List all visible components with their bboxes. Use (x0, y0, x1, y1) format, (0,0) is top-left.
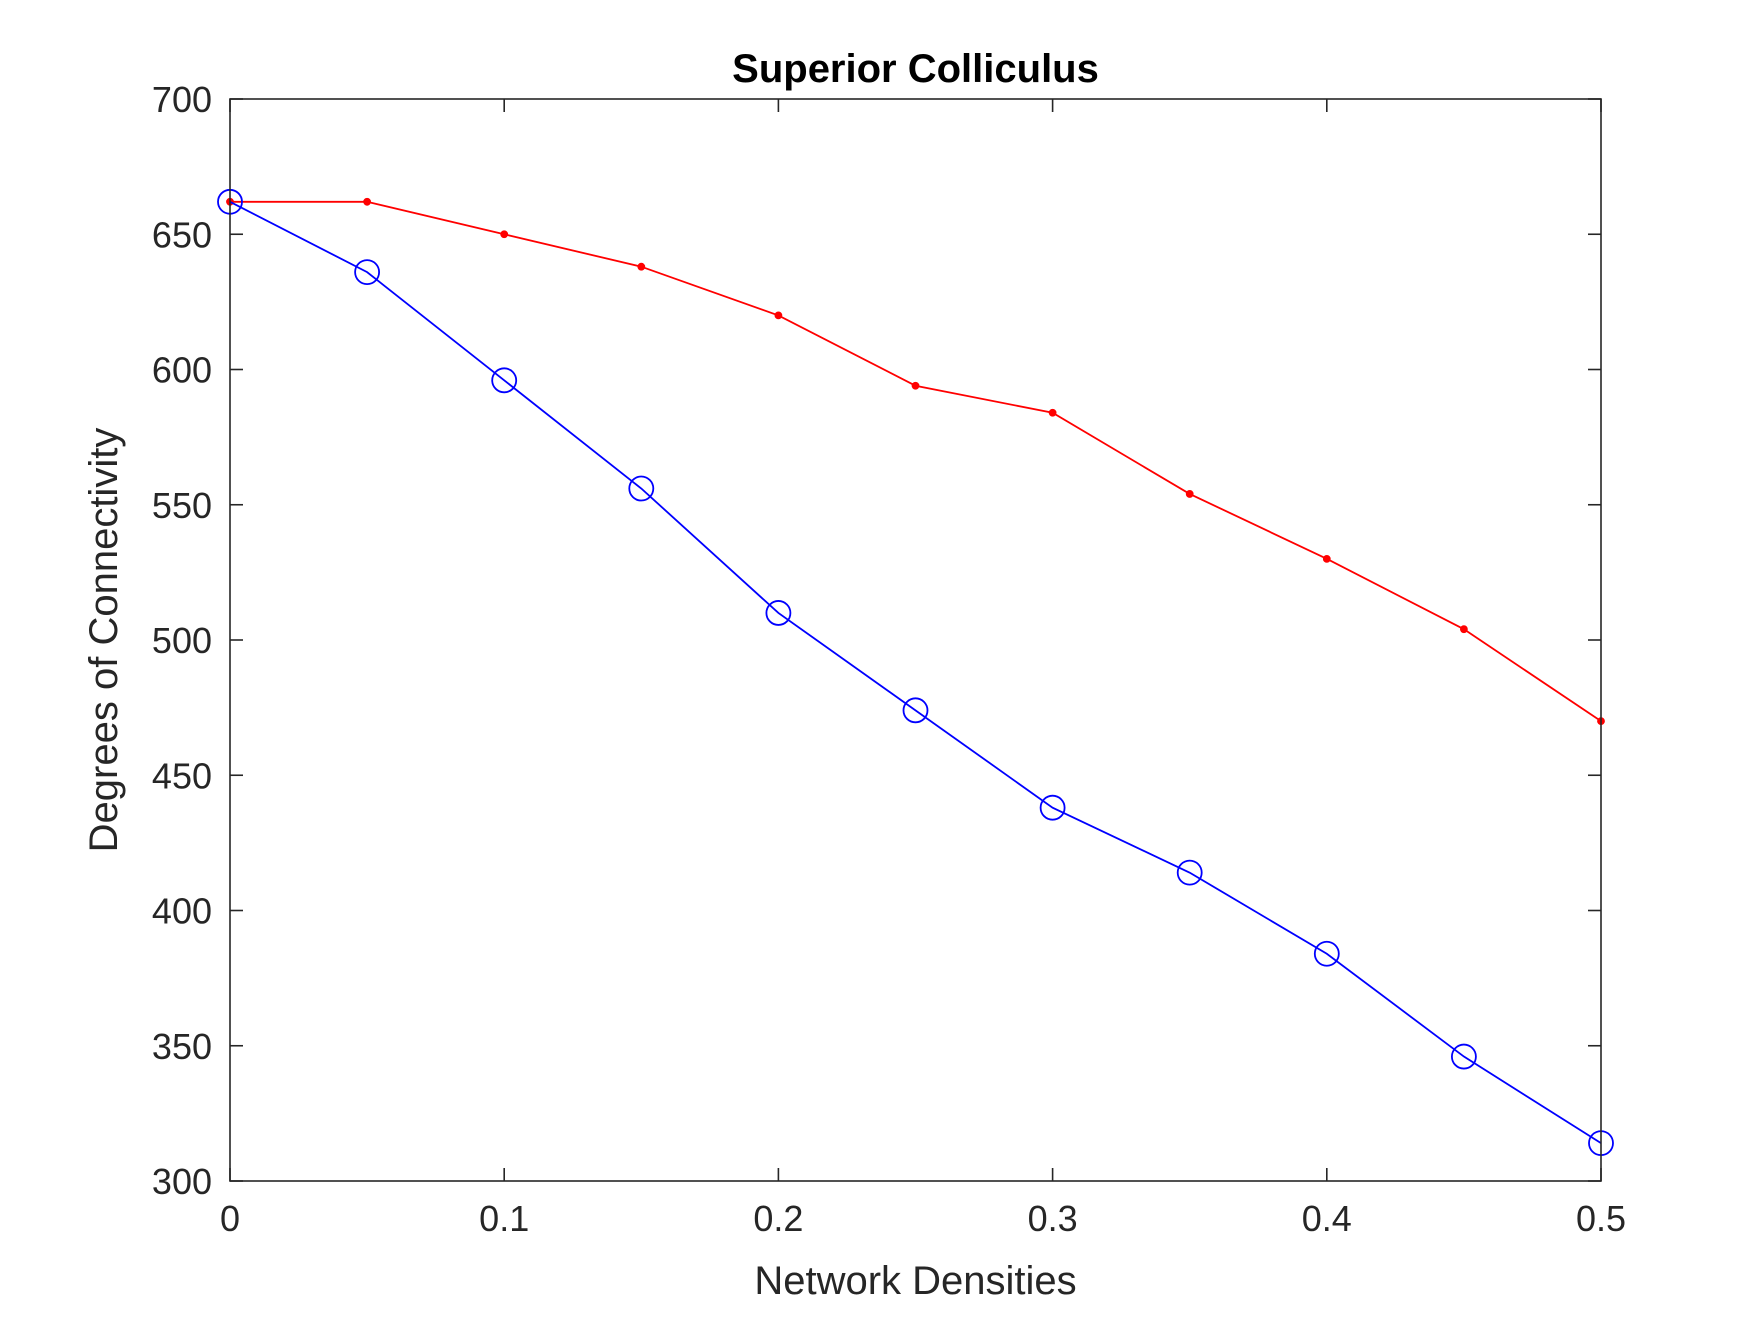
x-tick-label: 0.1 (479, 1198, 529, 1239)
series-2-point (1313, 940, 1340, 967)
series-2-point (1176, 859, 1203, 886)
series-2-point (491, 367, 518, 394)
chart-title: Superior Colliculus (732, 47, 1099, 91)
y-tick-label: 500 (152, 620, 212, 661)
y-axis-label: Degrees of Connectivity (82, 428, 126, 853)
series-2-point (765, 600, 792, 626)
series-2-point (354, 259, 381, 286)
y-tick-label: 550 (152, 485, 212, 526)
series-1-point (774, 311, 783, 320)
plot-area (230, 99, 1601, 1181)
x-axis-label: Network Densities (754, 1259, 1076, 1303)
y-tick-label: 400 (152, 891, 212, 932)
x-tick-label: 0.3 (1028, 1198, 1078, 1239)
x-tick-label: 0.4 (1302, 1198, 1352, 1239)
x-tick-label: 0.2 (753, 1198, 803, 1239)
y-tick-label: 450 (152, 755, 212, 796)
series-1-point (637, 262, 646, 271)
series-2-point (1039, 794, 1066, 821)
ticks-layer: 0 0.1 0.2 0.3 0.4 0.5 300 350 400 450 500 550 600 650… (152, 79, 1626, 1239)
series-1-point (1048, 408, 1057, 417)
y-tick-label: 350 (152, 1026, 212, 1067)
y-tick-label: 650 (152, 214, 212, 255)
x-tick-label: 0.5 (1576, 1198, 1626, 1239)
series-1-point (1185, 490, 1194, 498)
series-2-point (1451, 1043, 1477, 1070)
series-1-point (911, 381, 920, 390)
series-1-point (1460, 625, 1468, 634)
y-tick-label: 600 (152, 350, 212, 391)
x-tick-label: 0 (220, 1198, 240, 1239)
y-tick-label: 300 (152, 1161, 212, 1202)
series-2-point (902, 697, 929, 724)
series-1-point (1322, 554, 1331, 563)
series-2-point (628, 475, 655, 502)
series-1-point (363, 197, 372, 206)
y-tick-label: 700 (152, 79, 212, 120)
series-1-point (500, 230, 509, 239)
series-2-line (229, 200, 1602, 1144)
